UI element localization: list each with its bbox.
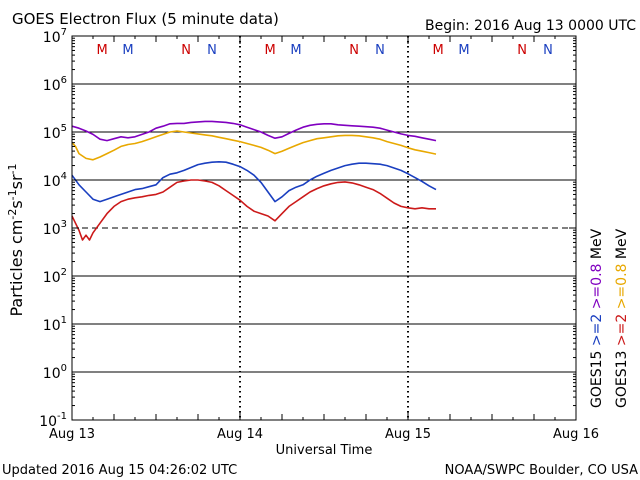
- y-tick-label: 10-1: [39, 411, 67, 430]
- marker-label: M: [264, 43, 275, 58]
- legend-entry: MeV: [589, 228, 605, 263]
- marker-label: N: [181, 43, 191, 58]
- series-layer: [71, 120, 437, 241]
- marker-label: N: [349, 43, 359, 58]
- y-axis-label: Particles cm-2s-1sr-1: [6, 163, 26, 316]
- series-line-2: [71, 130, 437, 161]
- legend-entry: >=0.8: [614, 264, 630, 314]
- legend-entry: GOES15: [589, 351, 605, 408]
- y-tick-label: 101: [43, 315, 67, 334]
- x-tick-label: Aug 15: [385, 427, 431, 442]
- legend-goes15-text: GOES15 >=2 >=0.8 MeV: [589, 228, 605, 408]
- chart-title: GOES Electron Flux (5 minute data): [12, 10, 279, 28]
- marker-label: M: [432, 43, 443, 58]
- marker-label: N: [375, 43, 385, 58]
- updated-label: Updated 2016 Aug 15 04:26:02 UTC: [2, 463, 237, 478]
- marker-label: N: [543, 43, 553, 58]
- y-tick-label: 105: [43, 123, 67, 142]
- legend-entry: >=0.8: [589, 264, 605, 314]
- marker-label: N: [207, 43, 217, 58]
- legend-entry: >=2: [589, 314, 605, 351]
- credit-label: NOAA/SWPC Boulder, CO USA: [445, 463, 638, 478]
- marker-label: N: [517, 43, 527, 58]
- begin-label: Begin: 2016 Aug 13 0000 UTC: [425, 18, 636, 34]
- y-tick-label: 107: [43, 27, 67, 46]
- y-tick-label: 100: [43, 363, 67, 382]
- legend-entry: GOES13: [614, 351, 630, 408]
- x-axis-label: Universal Time: [276, 443, 373, 458]
- y-axis-label-text: Particles cm-2s-1sr-1: [6, 163, 26, 316]
- marker-label: M: [290, 43, 301, 58]
- marker-label: M: [96, 43, 107, 58]
- x-tick-label: Aug 16: [553, 427, 599, 442]
- series-line-4: [71, 179, 436, 241]
- grid-layer: [72, 36, 576, 420]
- legend-entry: >=2: [614, 314, 630, 351]
- marker-label: M: [122, 43, 133, 58]
- legend-goes13-text: GOES13 >=2 >=0.8 MeV: [614, 228, 630, 408]
- series-line-1: [71, 120, 437, 142]
- legend-goes15: GOES15 >=2 >=0.8 MeV: [589, 228, 605, 408]
- y-tick-label: 106: [43, 75, 67, 94]
- y-tick-label: 102: [43, 267, 67, 286]
- marker-label: M: [458, 43, 469, 58]
- y-tick-label: 104: [43, 171, 67, 190]
- x-tick-label: Aug 14: [217, 427, 263, 442]
- legend-entry: MeV: [614, 228, 630, 263]
- legend-goes13: GOES13 >=2 >=0.8 MeV: [614, 228, 630, 408]
- y-tick-label: 103: [43, 219, 67, 238]
- series-line-3: [71, 161, 437, 203]
- x-tick-label: Aug 13: [49, 427, 95, 442]
